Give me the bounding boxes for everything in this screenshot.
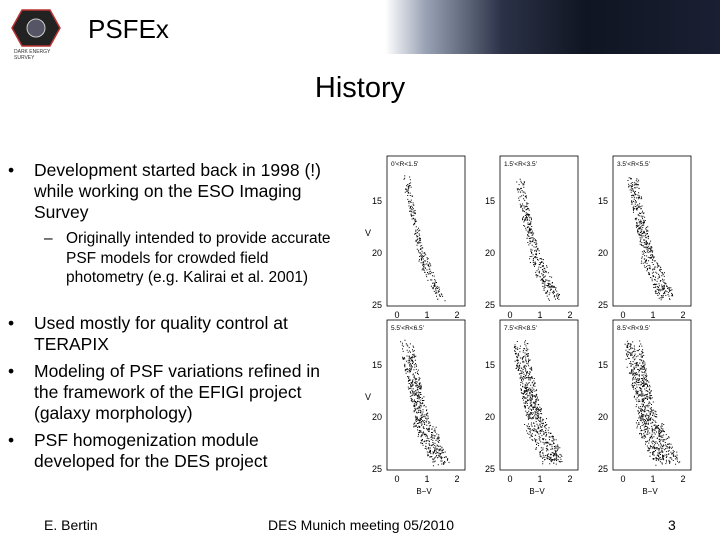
scatter-texture bbox=[624, 340, 681, 466]
panel-label: 0'<R<1.5' bbox=[391, 161, 418, 168]
y-tick-label: 25 bbox=[598, 300, 608, 310]
y-tick-label: 15 bbox=[485, 196, 495, 206]
x-tick-label: 0 bbox=[394, 310, 399, 320]
heading: History bbox=[314, 72, 406, 104]
y-tick-label: 20 bbox=[372, 412, 382, 422]
x-tick-label: 1 bbox=[424, 310, 429, 320]
panel-label: 8.5'<R<9.5' bbox=[617, 325, 650, 332]
x-tick-label: 2 bbox=[567, 310, 572, 320]
x-tick-label: 1 bbox=[537, 310, 542, 320]
y-tick-label: 25 bbox=[485, 464, 495, 474]
panel-label: 5.5'<R<6.5' bbox=[391, 325, 424, 332]
slide-title: PSFEx bbox=[88, 14, 169, 44]
y-tick-label: 15 bbox=[598, 196, 608, 206]
y-tick-label: 15 bbox=[372, 196, 382, 206]
y-tick-label: 20 bbox=[598, 248, 608, 258]
x-tick-label: 1 bbox=[650, 310, 655, 320]
header-banner bbox=[385, 0, 720, 54]
panel-label: 1.5'<R<3.5' bbox=[504, 161, 537, 168]
y-axis-label: V bbox=[365, 392, 371, 402]
page-number: 3 bbox=[668, 517, 676, 533]
y-tick-label: 20 bbox=[372, 248, 382, 258]
x-tick-label: 0 bbox=[620, 474, 625, 484]
bullet: Development started back in 1998 (!) whi… bbox=[8, 160, 344, 223]
x-tick-label: 2 bbox=[680, 474, 685, 484]
scatter-texture bbox=[516, 178, 560, 301]
bullet: Used mostly for quality control at TERAP… bbox=[8, 313, 344, 355]
sub-bullet: Originally intended to provide accurate … bbox=[44, 229, 346, 288]
x-axis-label: B−V bbox=[416, 487, 432, 496]
x-tick-label: 1 bbox=[537, 474, 542, 484]
y-tick-label: 25 bbox=[372, 464, 382, 474]
y-tick-label: 15 bbox=[485, 360, 495, 370]
x-tick-label: 0 bbox=[394, 474, 399, 484]
x-tick-label: 2 bbox=[567, 474, 572, 484]
panel-frame bbox=[499, 319, 579, 471]
x-axis-label: B−V bbox=[642, 487, 658, 496]
bullet: PSF homogenization module developed for … bbox=[8, 430, 344, 472]
y-tick-label: 25 bbox=[485, 300, 495, 310]
panel-frame bbox=[386, 319, 466, 471]
panel-frame bbox=[612, 319, 692, 471]
scatter-texture bbox=[627, 177, 674, 301]
x-tick-label: 2 bbox=[454, 474, 459, 484]
y-axis-label: V bbox=[365, 228, 371, 238]
scatter-texture bbox=[513, 340, 563, 465]
y-tick-label: 20 bbox=[485, 412, 495, 422]
scatter-texture bbox=[400, 339, 450, 467]
x-tick-label: 0 bbox=[620, 310, 625, 320]
y-tick-label: 15 bbox=[598, 360, 608, 370]
y-tick-label: 25 bbox=[598, 464, 608, 474]
logo-text: DARK ENERGY SURVEY bbox=[14, 49, 51, 61]
x-tick-label: 2 bbox=[680, 310, 685, 320]
x-tick-label: 1 bbox=[650, 474, 655, 484]
y-tick-label: 20 bbox=[485, 248, 495, 258]
x-tick-label: 1 bbox=[424, 474, 429, 484]
panel-frame bbox=[499, 155, 579, 307]
x-tick-label: 0 bbox=[507, 310, 512, 320]
y-tick-label: 25 bbox=[372, 300, 382, 310]
y-tick-label: 20 bbox=[598, 412, 608, 422]
panel-label: 7.5'<R<8.5' bbox=[504, 325, 537, 332]
footer-event: DES Munich meeting 05/2010 bbox=[268, 517, 454, 533]
x-tick-label: 2 bbox=[454, 310, 459, 320]
scatter-texture bbox=[403, 175, 446, 302]
x-tick-label: 0 bbox=[507, 474, 512, 484]
panel-frame bbox=[612, 155, 692, 307]
x-axis-label: B−V bbox=[529, 487, 545, 496]
panel-label: 3.5'<R<5.5' bbox=[617, 161, 650, 168]
panel-frame bbox=[386, 155, 466, 307]
y-tick-label: 15 bbox=[372, 360, 382, 370]
bullet: Modeling of PSF variations refined in th… bbox=[8, 361, 344, 424]
logo bbox=[11, 9, 61, 47]
footer-author: E. Bertin bbox=[44, 517, 98, 533]
